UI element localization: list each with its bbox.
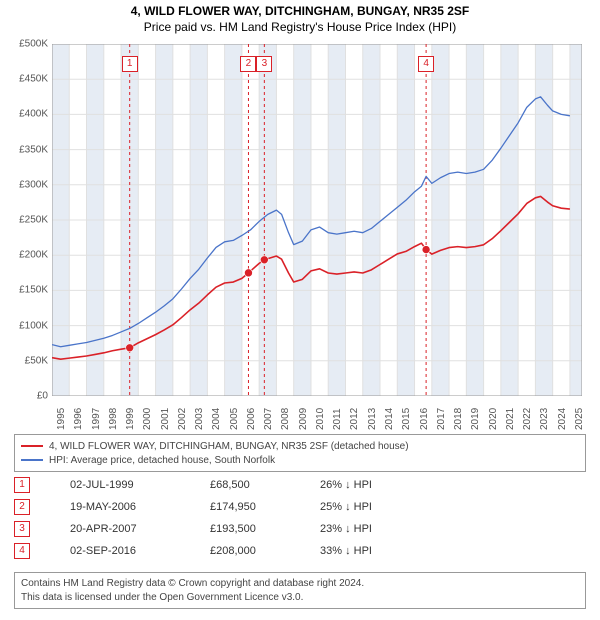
x-tick-label: 2021 [505, 408, 516, 430]
legend-label-0: 4, WILD FLOWER WAY, DITCHINGHAM, BUNGAY,… [49, 441, 409, 452]
x-tick-label: 2007 [263, 408, 274, 430]
x-tick-label: 2000 [142, 408, 153, 430]
sale-row: 3 20-APR-2007 £193,500 23% ↓ HPI [14, 518, 586, 540]
sale-price: £193,500 [210, 523, 320, 535]
x-tick-label: 2014 [384, 408, 395, 430]
y-tick-label: £100K [19, 320, 48, 331]
x-tick-label: 2022 [522, 408, 533, 430]
legend-swatch-1 [21, 459, 43, 461]
y-tick-label: £200K [19, 250, 48, 261]
sale-row: 1 02-JUL-1999 £68,500 26% ↓ HPI [14, 474, 586, 496]
x-tick-label: 2023 [539, 408, 550, 430]
x-tick-label: 2012 [349, 408, 360, 430]
x-tick-label: 2025 [574, 408, 585, 430]
y-tick-label: £150K [19, 285, 48, 296]
chart-sale-marker: 2 [240, 56, 256, 72]
sale-marker-icon: 4 [14, 543, 30, 559]
chart-sale-marker: 4 [418, 56, 434, 72]
chart-sale-marker: 3 [256, 56, 272, 72]
x-tick-label: 2009 [298, 408, 309, 430]
footer: Contains HM Land Registry data © Crown c… [14, 572, 586, 609]
x-tick-label: 2016 [419, 408, 430, 430]
x-tick-label: 2024 [557, 408, 568, 430]
sale-price: £174,950 [210, 501, 320, 513]
sale-delta: 23% ↓ HPI [320, 523, 440, 535]
x-tick-label: 1998 [108, 408, 119, 430]
x-tick-label: 2004 [211, 408, 222, 430]
x-tick-label: 2005 [229, 408, 240, 430]
x-tick-label: 2001 [160, 408, 171, 430]
sale-date: 02-SEP-2016 [70, 545, 210, 557]
legend: 4, WILD FLOWER WAY, DITCHINGHAM, BUNGAY,… [14, 434, 586, 472]
x-tick-label: 2018 [453, 408, 464, 430]
x-tick-label: 2020 [488, 408, 499, 430]
x-tick-label: 1996 [73, 408, 84, 430]
sale-price: £68,500 [210, 479, 320, 491]
sale-date: 20-APR-2007 [70, 523, 210, 535]
footer-line1: Contains HM Land Registry data © Crown c… [21, 577, 579, 591]
sale-row: 2 19-MAY-2006 £174,950 25% ↓ HPI [14, 496, 586, 518]
x-tick-label: 2006 [246, 408, 257, 430]
legend-swatch-0 [21, 445, 43, 447]
x-tick-label: 2003 [194, 408, 205, 430]
x-tick-label: 2017 [436, 408, 447, 430]
footer-line2: This data is licensed under the Open Gov… [21, 591, 579, 605]
y-tick-label: £300K [19, 179, 48, 190]
sale-marker-icon: 1 [14, 477, 30, 493]
x-tick-label: 2011 [332, 408, 343, 430]
sale-delta: 26% ↓ HPI [320, 479, 440, 491]
x-tick-label: 1995 [56, 408, 67, 430]
sale-delta: 33% ↓ HPI [320, 545, 440, 557]
x-tick-label: 2015 [401, 408, 412, 430]
x-tick-label: 1997 [91, 408, 102, 430]
sale-price: £208,000 [210, 545, 320, 557]
x-tick-label: 2010 [315, 408, 326, 430]
y-tick-label: £0 [37, 391, 48, 402]
sale-date: 19-MAY-2006 [70, 501, 210, 513]
x-tick-label: 2002 [177, 408, 188, 430]
sale-delta: 25% ↓ HPI [320, 501, 440, 513]
sale-marker-icon: 3 [14, 521, 30, 537]
chart-sale-marker: 1 [122, 56, 138, 72]
sale-marker-icon: 2 [14, 499, 30, 515]
y-tick-label: £500K [19, 39, 48, 50]
x-tick-label: 1999 [125, 408, 136, 430]
y-tick-label: £350K [19, 144, 48, 155]
x-tick-label: 2008 [280, 408, 291, 430]
y-tick-label: £250K [19, 215, 48, 226]
sale-date: 02-JUL-1999 [70, 479, 210, 491]
y-tick-label: £450K [19, 74, 48, 85]
price-chart [52, 44, 582, 396]
sales-table: 1 02-JUL-1999 £68,500 26% ↓ HPI 2 19-MAY… [14, 474, 586, 562]
chart-title-desc: Price paid vs. HM Land Registry's House … [0, 20, 600, 34]
y-tick-label: £50K [25, 355, 48, 366]
chart-title-address: 4, WILD FLOWER WAY, DITCHINGHAM, BUNGAY,… [0, 4, 600, 18]
x-tick-label: 2013 [367, 408, 378, 430]
y-tick-label: £400K [19, 109, 48, 120]
sale-row: 4 02-SEP-2016 £208,000 33% ↓ HPI [14, 540, 586, 562]
x-tick-label: 2019 [470, 408, 481, 430]
legend-label-1: HPI: Average price, detached house, Sout… [49, 455, 275, 466]
